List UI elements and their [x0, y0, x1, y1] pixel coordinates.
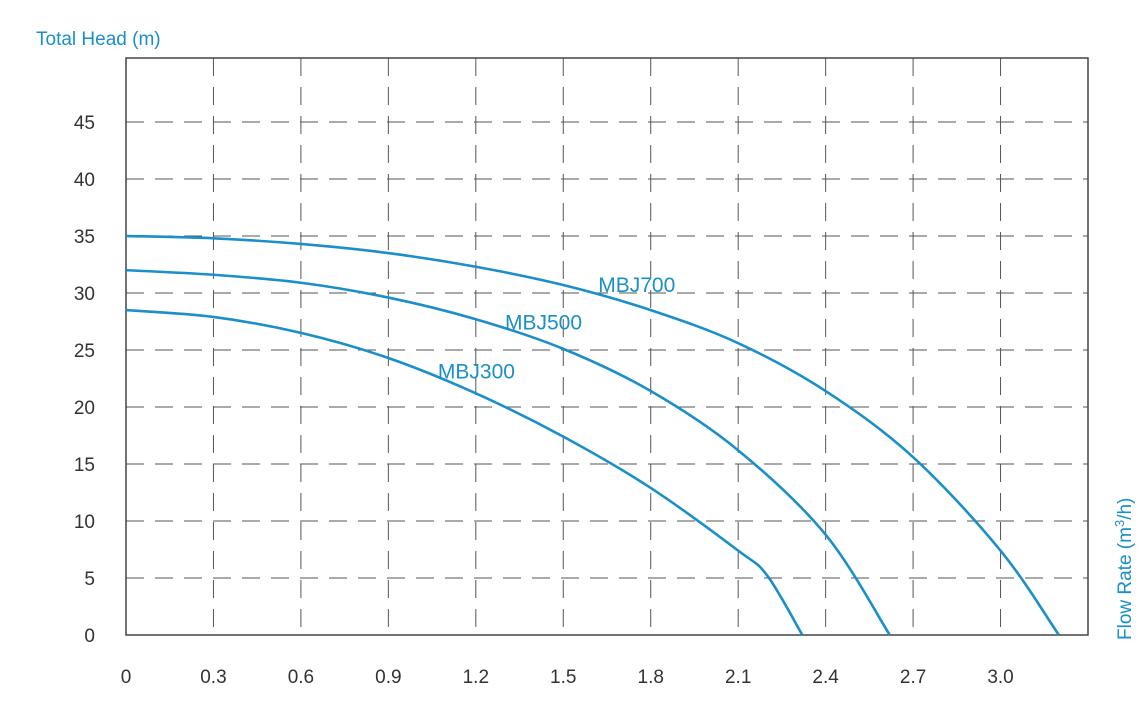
series-line-mbj500 — [125, 268, 891, 636]
plot-frame — [125, 57, 1089, 636]
x-tick-label: 3.0 — [987, 667, 1013, 688]
y-tick-label: 35 — [74, 227, 95, 248]
x-tick-label: 0.3 — [200, 667, 226, 688]
series-label-mbj300: MBJ300 — [438, 361, 515, 384]
y-tick-label: 20 — [74, 398, 95, 419]
x-tick-labels: 0 0.3 0.6 0.9 1.2 1.5 1.8 2.1 2.4 2.7 3.0 — [121, 667, 1014, 688]
x-tick-label: 0 — [121, 667, 132, 688]
series-label-mbj500: MBJ500 — [505, 311, 582, 334]
x-tick-label: 2.1 — [725, 667, 751, 688]
y-tick-label: 15 — [74, 455, 95, 476]
y-tick-label: 10 — [74, 512, 95, 533]
x-tick-label: 2.4 — [812, 667, 839, 688]
series-label-mbj700: MBJ700 — [598, 274, 675, 297]
x-axis-title: Flow Rate (m3/h) — [1112, 498, 1136, 640]
x-tick-label: 0.9 — [375, 667, 401, 688]
x-tick-label: 1.2 — [463, 667, 489, 688]
y-tick-label: 45 — [74, 113, 95, 134]
x-tick-label: 2.7 — [900, 667, 926, 688]
y-tick-label: 30 — [74, 284, 95, 305]
series-curves — [125, 234, 1060, 636]
grid — [126, 58, 1088, 635]
x-tick-label: 1.5 — [550, 667, 576, 688]
y-tick-label: 5 — [84, 569, 95, 590]
y-tick-label: 25 — [74, 341, 95, 362]
y-tick-labels: 0 5 10 15 20 25 30 35 40 45 — [74, 113, 95, 647]
y-tick-label: 40 — [74, 170, 95, 191]
y-axis-title: Total Head (m) — [36, 29, 161, 50]
series-labels: MBJ700 MBJ500 MBJ300 — [438, 274, 675, 384]
x-tick-label: 1.8 — [638, 667, 664, 688]
series-line-mbj300 — [125, 308, 804, 636]
series-line-mbj700 — [125, 234, 1060, 636]
x-tick-label: 0.6 — [288, 667, 314, 688]
y-tick-label: 0 — [84, 626, 95, 647]
